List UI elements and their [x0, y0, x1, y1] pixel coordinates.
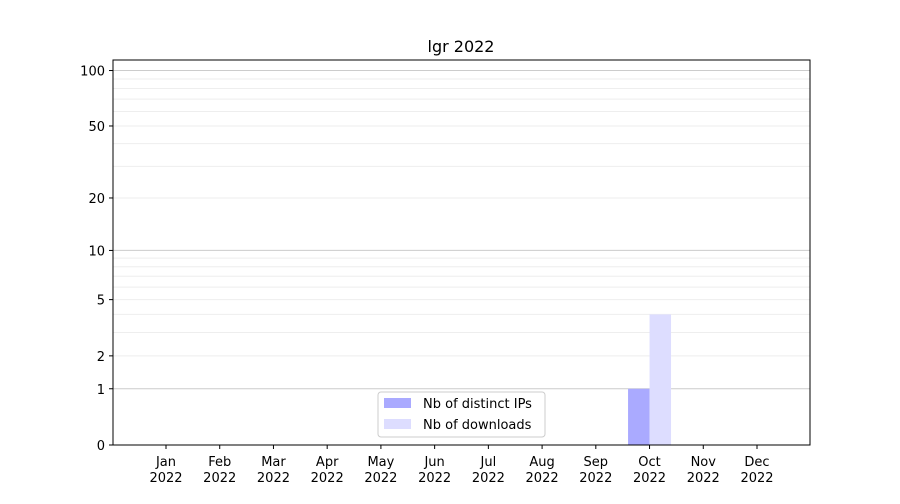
- x-tick-label: Oct 2022: [633, 455, 666, 486]
- y-tick-label: 100: [80, 65, 105, 80]
- x-tick-label: Aug 2022: [526, 455, 559, 486]
- bars: [628, 314, 672, 445]
- grid: [113, 70, 810, 390]
- y-tick-label: 50: [88, 120, 105, 135]
- x-tick-label: May 2022: [364, 455, 397, 486]
- x-tick-label: Feb 2022: [203, 455, 236, 486]
- legend-label: Nb of distinct IPs: [423, 397, 532, 412]
- x-tick-label: Jan 2022: [149, 455, 182, 486]
- x-tick-label: Sep 2022: [579, 455, 612, 486]
- y-tick-label: 5: [97, 294, 105, 309]
- y-tick-label: 1: [97, 383, 105, 398]
- y-tick-label: 10: [88, 244, 105, 259]
- legend: Nb of distinct IPs Nb of downloads: [377, 391, 546, 438]
- y-tick-label: 2: [97, 350, 105, 365]
- x-tick-label: Dec 2022: [740, 455, 773, 486]
- bar-distinct-ips: [628, 388, 650, 445]
- x-tick-label: Apr 2022: [311, 455, 344, 486]
- x-tick-label: Nov 2022: [687, 455, 720, 486]
- y-tick-label: 0: [97, 439, 105, 454]
- x-tick-label: Mar 2022: [257, 455, 290, 486]
- x-tick-label: Jun 2022: [418, 455, 451, 486]
- legend-swatch: [384, 398, 411, 408]
- y-tick-label: 20: [88, 192, 105, 207]
- plot-frame: [112, 59, 811, 446]
- legend-box: [377, 391, 546, 438]
- legend-swatch: [384, 419, 411, 429]
- bar-downloads: [649, 314, 672, 445]
- chart-title: lgr 2022: [428, 37, 495, 56]
- axes: 0 1 2 5 10 20 50 100 Jan 2022 Feb 2022 Mar 2022 Apr 202…: [80, 59, 811, 486]
- legend-label: Nb of downloads: [423, 418, 532, 433]
- x-tick-label: Jul 2022: [472, 455, 505, 486]
